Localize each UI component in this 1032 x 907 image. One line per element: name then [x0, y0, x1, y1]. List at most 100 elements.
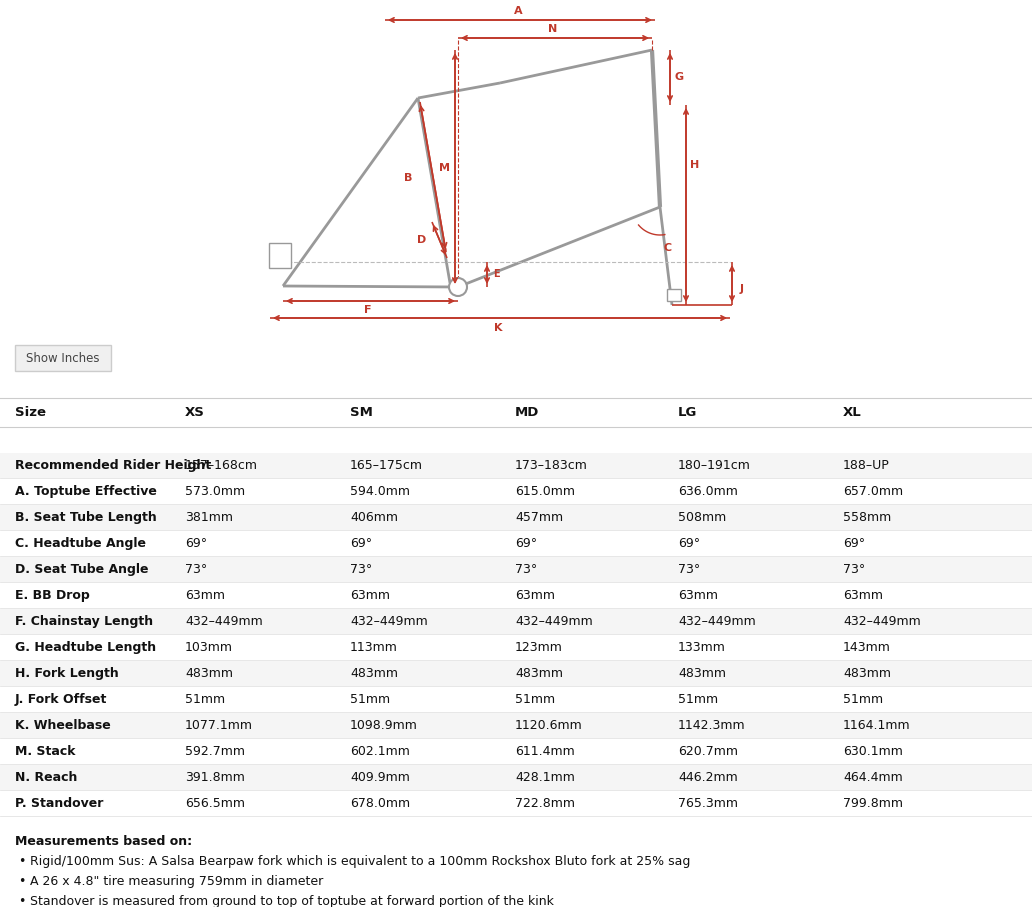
Text: 428.1mm: 428.1mm [515, 771, 575, 784]
Text: 483mm: 483mm [678, 667, 725, 680]
Text: 636.0mm: 636.0mm [678, 485, 738, 498]
Text: 1142.3mm: 1142.3mm [678, 719, 746, 732]
Text: 133mm: 133mm [678, 641, 725, 654]
Text: 592.7mm: 592.7mm [185, 745, 245, 758]
Text: 381mm: 381mm [185, 511, 233, 524]
Text: LG: LG [678, 406, 698, 419]
Text: 51mm: 51mm [678, 693, 718, 706]
Text: 1164.1mm: 1164.1mm [843, 719, 910, 732]
Text: 69°: 69° [843, 537, 865, 550]
Text: 620.7mm: 620.7mm [678, 745, 738, 758]
Text: 432–449mm: 432–449mm [350, 615, 427, 628]
Text: 157–168cm: 157–168cm [185, 459, 258, 472]
Text: 73°: 73° [843, 563, 865, 576]
Text: Show Inches: Show Inches [26, 352, 100, 365]
Text: 173–183cm: 173–183cm [515, 459, 588, 472]
Text: G. Headtube Length: G. Headtube Length [15, 641, 156, 654]
Text: Size: Size [15, 406, 46, 419]
Text: N: N [548, 24, 557, 34]
Bar [0, 687, 1032, 712]
Text: A. Toptube Effective: A. Toptube Effective [15, 485, 157, 498]
Text: •: • [18, 855, 26, 868]
Text: •: • [18, 875, 26, 888]
Text: 69°: 69° [185, 537, 207, 550]
Text: 73°: 73° [678, 563, 701, 576]
Text: 656.5mm: 656.5mm [185, 797, 245, 810]
Text: A 26 x 4.8" tire measuring 759mm in diameter: A 26 x 4.8" tire measuring 759mm in diam… [30, 875, 323, 888]
Circle shape [449, 278, 467, 296]
Bar [0, 557, 1032, 582]
Text: 51mm: 51mm [843, 693, 883, 706]
Text: E: E [492, 269, 499, 279]
Text: 678.0mm: 678.0mm [350, 797, 410, 810]
Text: 69°: 69° [678, 537, 700, 550]
Text: 594.0mm: 594.0mm [350, 485, 410, 498]
Text: Standover is measured from ground to top of toptube at forward portion of the ki: Standover is measured from ground to top… [30, 895, 554, 907]
Text: 1098.9mm: 1098.9mm [350, 719, 418, 732]
Text: 508mm: 508mm [678, 511, 727, 524]
Text: 630.1mm: 630.1mm [843, 745, 903, 758]
Text: K: K [493, 323, 503, 333]
Text: XL: XL [843, 406, 862, 419]
Text: 602.1mm: 602.1mm [350, 745, 410, 758]
Text: A: A [514, 6, 522, 16]
Bar [0, 739, 1032, 764]
Text: E. BB Drop: E. BB Drop [15, 589, 90, 602]
Text: Measurements based on:: Measurements based on: [15, 835, 192, 848]
Bar [0, 765, 1032, 790]
Text: 188–UP: 188–UP [843, 459, 890, 472]
Text: 73°: 73° [185, 563, 207, 576]
Text: 558mm: 558mm [843, 511, 892, 524]
Text: C. Headtube Angle: C. Headtube Angle [15, 537, 146, 550]
Text: B. Seat Tube Length: B. Seat Tube Length [15, 511, 157, 524]
Bar [0, 635, 1032, 660]
Text: 611.4mm: 611.4mm [515, 745, 575, 758]
Text: 409.9mm: 409.9mm [350, 771, 410, 784]
Text: P. Standover: P. Standover [15, 797, 103, 810]
Text: 483mm: 483mm [350, 667, 398, 680]
Text: 1120.6mm: 1120.6mm [515, 719, 583, 732]
Text: 432–449mm: 432–449mm [185, 615, 263, 628]
Bar [15, 345, 111, 371]
Text: 69°: 69° [515, 537, 537, 550]
Text: 483mm: 483mm [515, 667, 563, 680]
Text: 432–449mm: 432–449mm [515, 615, 592, 628]
Text: 432–449mm: 432–449mm [843, 615, 921, 628]
Text: •: • [18, 895, 26, 907]
Bar [0, 583, 1032, 608]
Text: 573.0mm: 573.0mm [185, 485, 246, 498]
Text: D: D [417, 235, 426, 245]
Text: F: F [364, 305, 372, 315]
Text: 165–175cm: 165–175cm [350, 459, 423, 472]
Bar [0, 661, 1032, 686]
Text: 483mm: 483mm [185, 667, 233, 680]
Bar [0, 453, 1032, 478]
Bar [0, 791, 1032, 816]
Text: 103mm: 103mm [185, 641, 233, 654]
Text: Recommended Rider Height: Recommended Rider Height [15, 459, 212, 472]
Text: XS: XS [185, 406, 205, 419]
Text: 615.0mm: 615.0mm [515, 485, 575, 498]
Text: 657.0mm: 657.0mm [843, 485, 903, 498]
Text: 722.8mm: 722.8mm [515, 797, 575, 810]
Bar [0, 531, 1032, 556]
Text: N. Reach: N. Reach [15, 771, 77, 784]
Text: G: G [675, 72, 683, 82]
Text: 765.3mm: 765.3mm [678, 797, 738, 810]
Text: H: H [690, 160, 700, 170]
Text: C: C [664, 243, 672, 253]
Text: 1077.1mm: 1077.1mm [185, 719, 253, 732]
Bar [667, 289, 681, 301]
Text: J: J [740, 284, 744, 294]
Bar [269, 243, 291, 268]
Text: SM: SM [350, 406, 373, 419]
Bar [0, 609, 1032, 634]
Text: 483mm: 483mm [843, 667, 891, 680]
Text: J. Fork Offset: J. Fork Offset [15, 693, 107, 706]
Bar [0, 479, 1032, 504]
Text: 63mm: 63mm [350, 589, 390, 602]
Text: 63mm: 63mm [678, 589, 718, 602]
Text: 69°: 69° [350, 537, 373, 550]
Text: 63mm: 63mm [185, 589, 225, 602]
Text: M: M [439, 163, 450, 173]
